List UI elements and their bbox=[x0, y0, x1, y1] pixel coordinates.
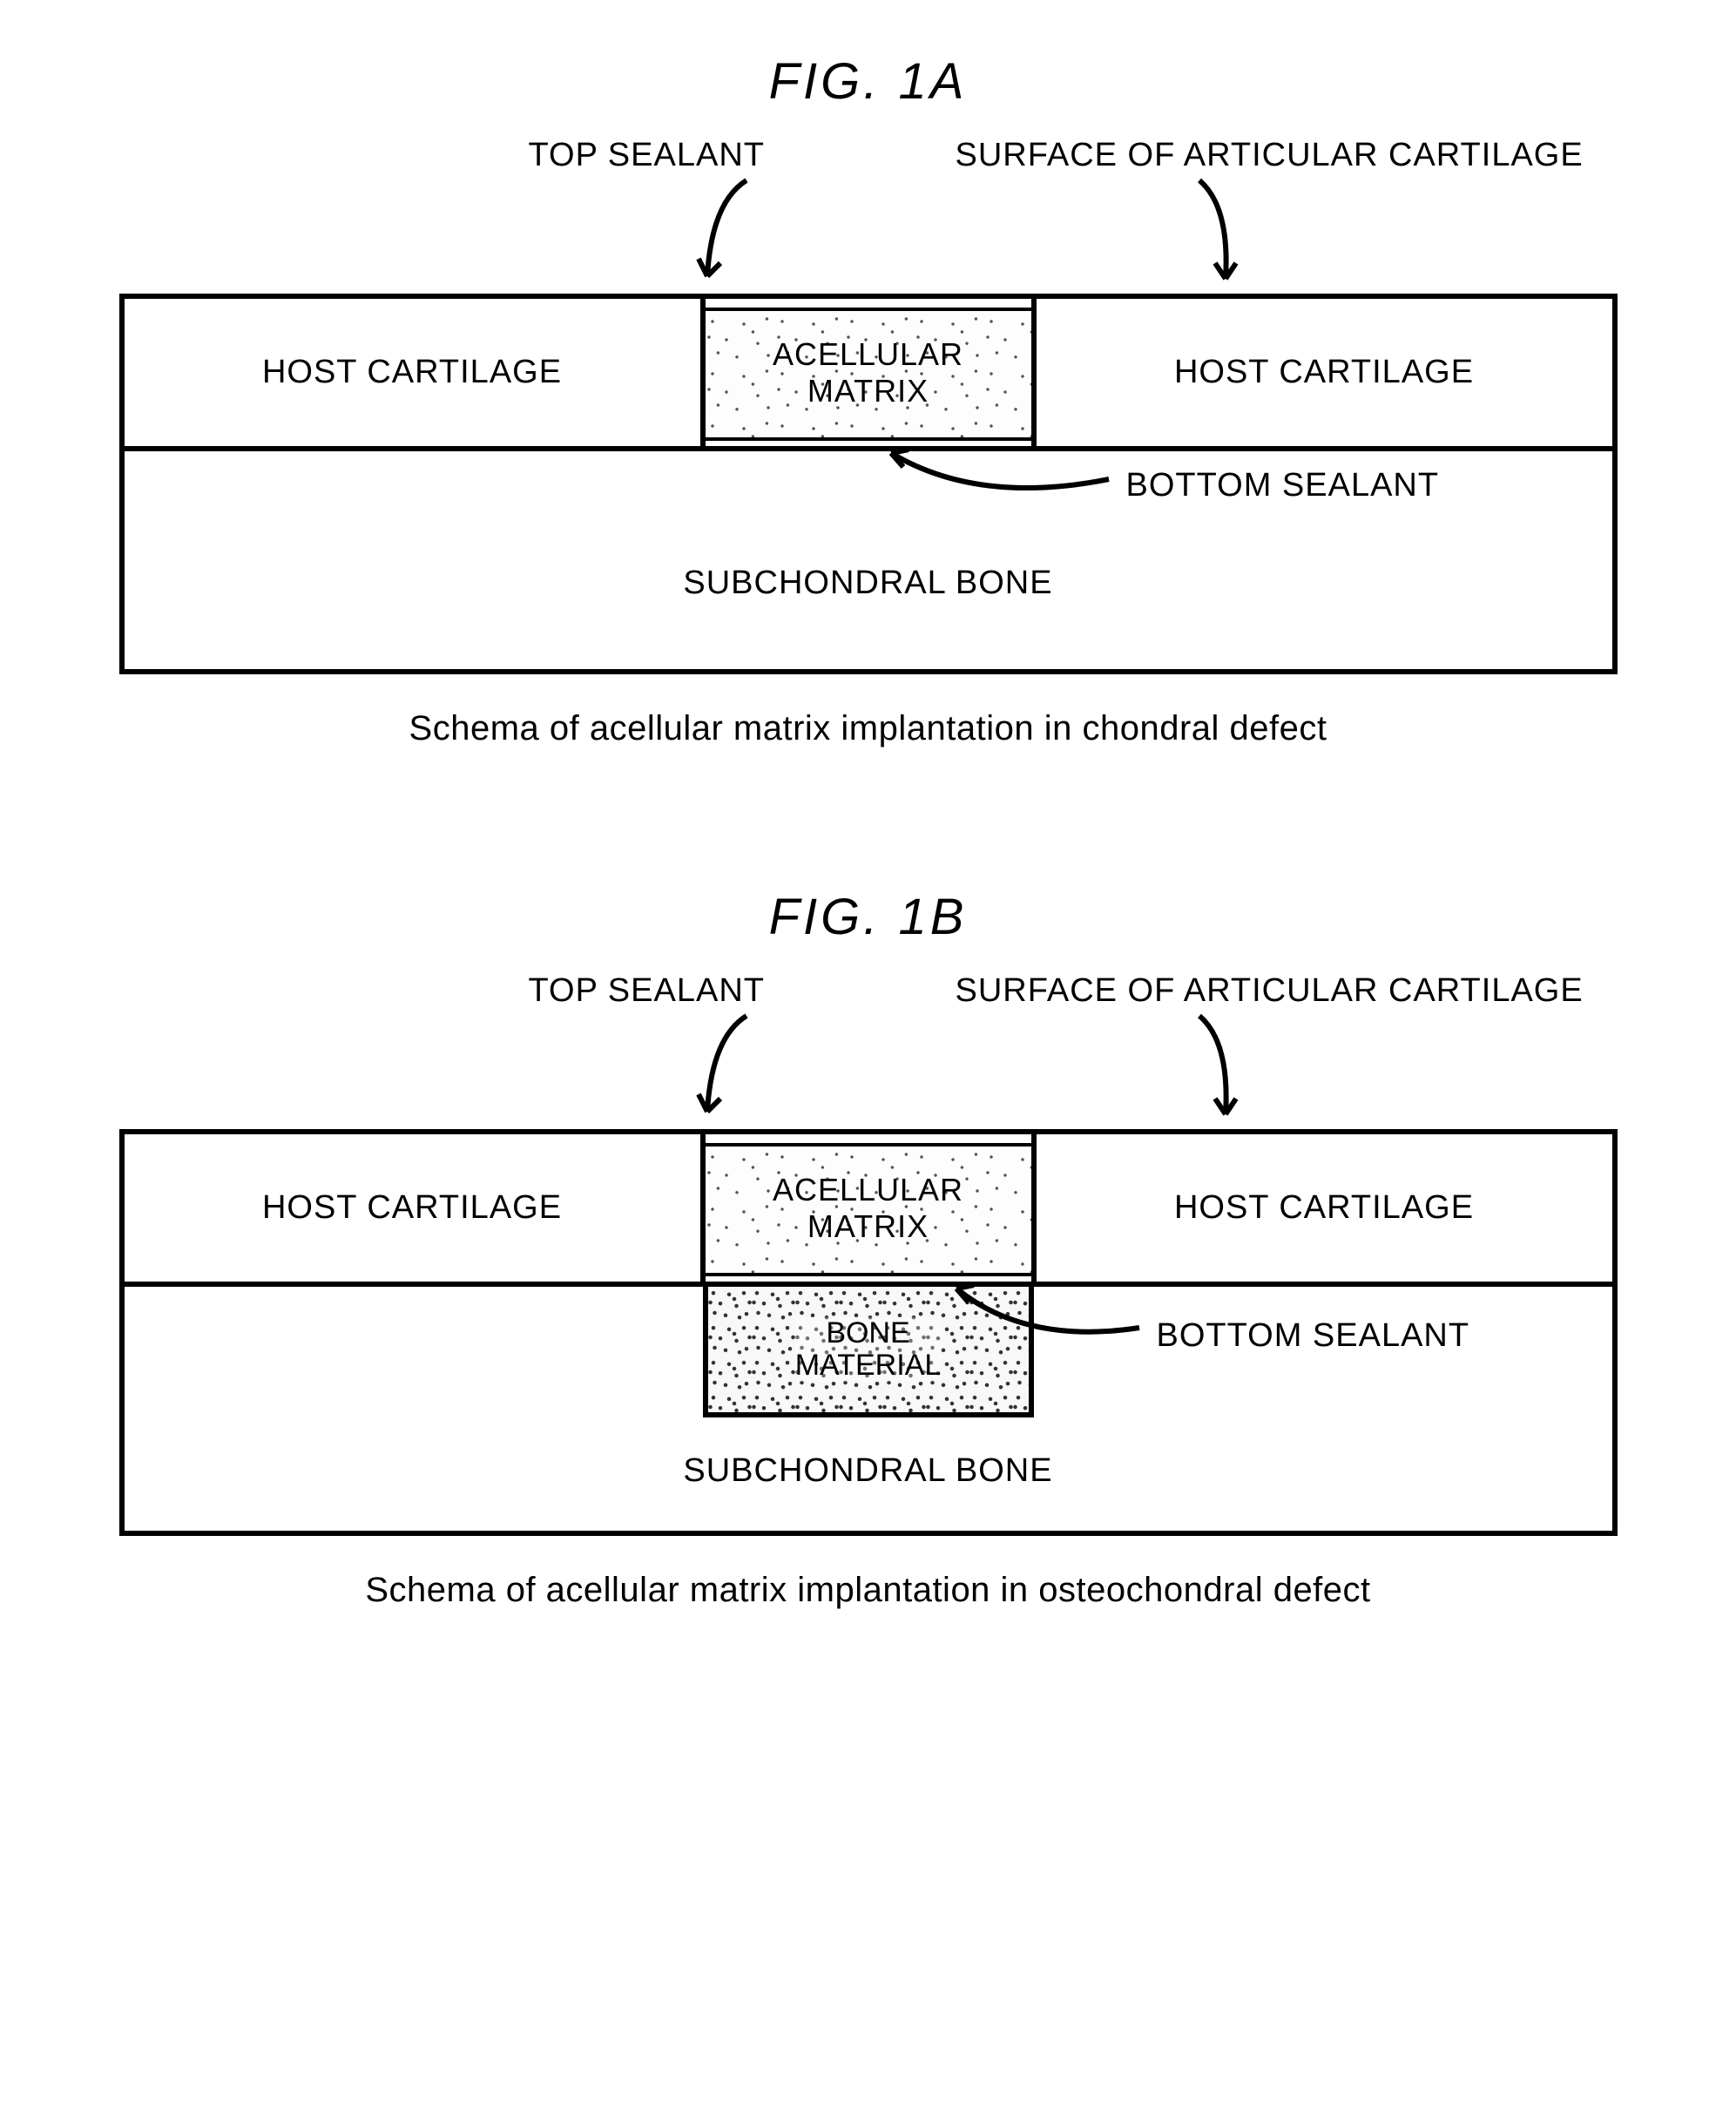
arrow-bottom-sealant-b bbox=[948, 1280, 1157, 1367]
arrow-top-sealant-a bbox=[677, 176, 816, 298]
figure-1b-title: FIG. 1B bbox=[70, 888, 1666, 946]
row-cartilage-b: HOST CARTILAGE ACELLULARMATRIX HOST CART… bbox=[125, 1134, 1612, 1287]
top-sealant-layer-a bbox=[706, 299, 1031, 311]
bone-material-label: BONEMATERIAL bbox=[795, 1317, 942, 1383]
host-cartilage-left-a: HOST CARTILAGE bbox=[125, 299, 706, 446]
figure-1b-top-labels: TOP SEALANT SURFACE OF ARTICULAR CARTILA… bbox=[119, 972, 1618, 1129]
figure-1a-title: FIG. 1A bbox=[70, 52, 1666, 111]
arrow-top-sealant-b bbox=[677, 1011, 816, 1133]
arrow-surface-a bbox=[1138, 176, 1278, 298]
host-cartilage-right-b: HOST CARTILAGE bbox=[1037, 1134, 1612, 1282]
arrow-bottom-sealant-a bbox=[882, 444, 1126, 514]
host-cartilage-right-a: HOST CARTILAGE bbox=[1037, 299, 1612, 446]
acellular-matrix-cell-b: ACELLULARMATRIX bbox=[706, 1134, 1037, 1282]
arrow-surface-b bbox=[1138, 1011, 1278, 1133]
caption-1b: Schema of acellular matrix implantation … bbox=[70, 1571, 1666, 1610]
row-subchondral-a: BOTTOM SEALANT SUBCHONDRAL BONE bbox=[125, 451, 1612, 669]
figure-1a: FIG. 1A TOP SEALANT SURFACE OF ARTICULAR… bbox=[70, 52, 1666, 748]
diagram-1a: HOST CARTILAGE ACELLULARMATRIX HOST CART… bbox=[119, 294, 1618, 674]
label-bottom-sealant-b: BOTTOM SEALANT bbox=[1157, 1317, 1470, 1355]
label-subchondral-a: SUBCHONDRAL BONE bbox=[125, 565, 1612, 602]
label-surface-a: SURFACE OF ARTICULAR CARTILAGE bbox=[956, 137, 1584, 174]
host-cartilage-left-b: HOST CARTILAGE bbox=[125, 1134, 706, 1282]
top-sealant-layer-b bbox=[706, 1134, 1031, 1147]
figure-1a-top-labels: TOP SEALANT SURFACE OF ARTICULAR CARTILA… bbox=[119, 137, 1618, 294]
label-top-sealant-a: TOP SEALANT bbox=[529, 137, 765, 174]
row-subchondral-b: BONEMATERIAL BOTTOM SEALANT SUBCHONDRAL … bbox=[125, 1287, 1612, 1531]
row-cartilage-a: HOST CARTILAGE ACELLULARMATRIX HOST CART… bbox=[125, 299, 1612, 451]
matrix-label-b: ACELLULARMATRIX bbox=[773, 1172, 963, 1244]
figure-1b: FIG. 1B TOP SEALANT SURFACE OF ARTICULAR… bbox=[70, 888, 1666, 1610]
matrix-label-a: ACELLULARMATRIX bbox=[773, 336, 963, 409]
acellular-matrix-cell-a: ACELLULARMATRIX bbox=[706, 299, 1037, 446]
label-surface-b: SURFACE OF ARTICULAR CARTILAGE bbox=[956, 972, 1584, 1010]
label-top-sealant-b: TOP SEALANT bbox=[529, 972, 765, 1010]
diagram-1b: HOST CARTILAGE ACELLULARMATRIX HOST CART… bbox=[119, 1129, 1618, 1536]
label-bottom-sealant-a: BOTTOM SEALANT bbox=[1126, 467, 1440, 504]
label-subchondral-b: SUBCHONDRAL BONE bbox=[125, 1452, 1612, 1490]
caption-1a: Schema of acellular matrix implantation … bbox=[70, 709, 1666, 748]
